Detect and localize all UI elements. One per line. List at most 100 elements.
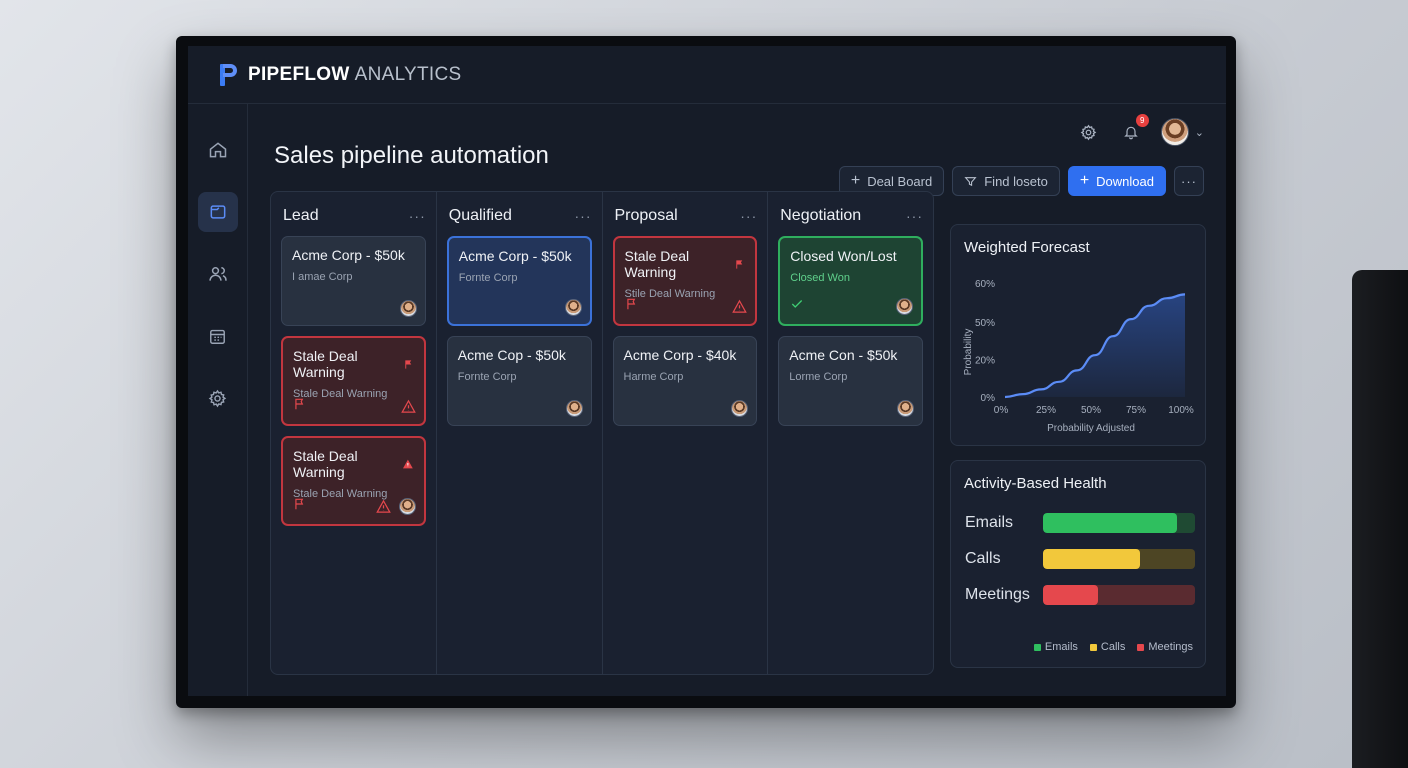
health-label: Emails — [965, 514, 1014, 531]
warning-icon — [732, 299, 748, 313]
deal-card-footer — [625, 297, 748, 316]
y-tick-label: 60% — [975, 279, 995, 290]
notification-badge: 9 — [1135, 114, 1149, 127]
deal-card[interactable]: Acme Con - $50k Lorme Corp — [778, 336, 923, 426]
deal-card-title: Stale Deal Warning — [293, 348, 358, 380]
deal-card-title: Acme Con - $50k — [789, 347, 898, 363]
sidebar-item-calendar[interactable] — [198, 316, 238, 356]
deal-card-subtitle: Stale Deal Warning — [293, 388, 388, 400]
deal-card[interactable]: Acme Corp - $50k Fornte Corp — [446, 236, 592, 326]
owner-avatar[interactable] — [398, 498, 416, 515]
background-side-panel — [1352, 270, 1408, 768]
column-header: Qualified ··· — [447, 202, 592, 230]
user-controls: 9 ⌄ — [1077, 114, 1204, 146]
deal-card-title: Stale Deal Warning — [293, 448, 358, 480]
column-title: Negotiation — [780, 207, 862, 224]
more-options-button[interactable]: ··· — [1174, 166, 1204, 196]
deal-card[interactable]: Stale Deal Warning Stale Deal Warning — [281, 436, 426, 526]
deal-card[interactable]: Stale Deal Warning Stile Deal Warning — [612, 236, 758, 326]
gear-icon — [208, 389, 227, 407]
home-icon — [209, 142, 226, 158]
deal-card-subtitle: Stale Deal Warning — [293, 488, 388, 500]
logo-icon — [218, 62, 240, 88]
gear-icon — [1080, 124, 1097, 140]
deal-board-label: Deal Board — [867, 173, 933, 189]
flag-icon — [295, 498, 304, 510]
chevron-down-icon[interactable]: ⌄ — [1194, 126, 1204, 139]
deal-card[interactable]: Stale Deal Warning Stale Deal Warning — [281, 336, 426, 426]
more-icon: ··· — [1181, 173, 1197, 189]
deal-card-header: Stale Deal Warning — [293, 348, 414, 380]
settings-button[interactable] — [1077, 120, 1101, 144]
monitor: PIPEFLOW ANALYTICS 9 ⌄ — [176, 36, 1236, 708]
owner-avatar[interactable] — [564, 299, 582, 316]
download-button[interactable]: + Download — [1067, 166, 1166, 196]
user-avatar[interactable] — [1160, 118, 1189, 146]
legend-item: Emails — [1033, 641, 1078, 653]
activity-health-panel: Activity-Based Health Emails Calls Meeting… — [950, 460, 1206, 668]
warning-icon — [402, 459, 413, 469]
column-header: Lead ··· — [281, 202, 426, 230]
find-label: Find loseto — [984, 173, 1048, 189]
y-tick-label: 20% — [975, 355, 995, 366]
forecast-title: Weighted Forecast — [964, 239, 1090, 256]
plus-icon: + — [1079, 172, 1090, 189]
owner-avatar[interactable] — [731, 400, 749, 417]
deal-card[interactable]: Acme Corp - $40k Harme Corp — [612, 336, 758, 426]
sidebar-item-home[interactable] — [198, 130, 238, 170]
deal-card-title: Stale Deal Warning — [624, 248, 690, 280]
y-tick-label: 50% — [975, 318, 995, 329]
column-negotiation: Negotiation ··· Closed Won/Lost Closed Won A… — [768, 192, 933, 674]
flag-icon — [295, 398, 304, 410]
owner-avatar[interactable] — [399, 300, 417, 317]
find-button[interactable]: Find loseto — [952, 166, 1060, 196]
folder-icon — [210, 205, 225, 219]
deal-card-title: Acme Corp - $40k — [623, 347, 737, 363]
legend-item: Meetings — [1137, 641, 1193, 653]
column-more-icon[interactable]: ··· — [408, 208, 426, 224]
owner-avatar[interactable] — [565, 400, 583, 417]
deal-card-subtitle: Harme Corp — [623, 371, 684, 383]
pipeline-board: Lead ··· Acme Corp - $50k I amae Corp Stale … — [270, 191, 934, 675]
health-label: Calls — [965, 550, 1001, 567]
y-tick-label: 0% — [981, 393, 996, 404]
legend-swatch — [1033, 643, 1041, 651]
x-tick-label: 75% — [1126, 405, 1146, 416]
owner-avatar[interactable] — [897, 400, 914, 417]
column-more-icon[interactable]: ··· — [574, 208, 592, 224]
owner-avatar[interactable] — [896, 298, 913, 315]
sidebar-item-settings[interactable] — [198, 378, 238, 418]
deal-card-footer — [293, 497, 416, 516]
deal-card[interactable]: Closed Won/Lost Closed Won — [778, 236, 923, 326]
deal-card[interactable]: Acme Corp - $50k I amae Corp — [281, 236, 426, 326]
column-more-icon[interactable]: ··· — [906, 208, 923, 224]
app-screen: PIPEFLOW ANALYTICS 9 ⌄ — [188, 46, 1226, 696]
deal-card[interactable]: Acme Cop - $50k Fornte Corp — [446, 336, 592, 426]
deal-card-subtitle: Lorme Corp — [789, 371, 848, 383]
legend-item: Calls — [1089, 641, 1126, 653]
deal-card-footer — [790, 297, 913, 316]
x-tick-label: 50% — [1081, 405, 1101, 416]
column-title: Qualified — [448, 207, 512, 224]
forecast-area — [1005, 294, 1185, 397]
deal-card-header: Stale Deal Warning — [293, 448, 414, 480]
deal-card-title: Acme Cop - $50k — [457, 347, 566, 363]
plus-icon: + — [850, 172, 861, 189]
sidebar-item-files[interactable] — [197, 192, 238, 232]
column-header: Negotiation ··· — [778, 202, 923, 230]
deal-card-header: Acme Corp - $40k — [624, 347, 747, 363]
deal-card-subtitle: I amae Corp — [292, 271, 353, 283]
health-bar-fill — [1043, 585, 1098, 605]
x-tick-label: 25% — [1036, 405, 1056, 416]
sidebar-item-users[interactable] — [198, 254, 238, 294]
bell-icon — [1123, 126, 1138, 140]
warning-icon — [375, 499, 391, 513]
forecast-chart: 60% 50% 20% 0%0% 25% 50% 75% 100% Probability Ad… — [963, 279, 1194, 434]
legend-label: Calls — [1100, 641, 1126, 653]
column-more-icon[interactable]: ··· — [740, 208, 758, 224]
health-title: Activity-Based Health — [964, 475, 1107, 492]
brand-name[interactable]: PIPEFLOW ANALYTICS — [248, 64, 462, 86]
x-axis-label: Probability Adjusted — [1047, 423, 1135, 434]
health-row-meetings: Meetings — [965, 585, 1195, 605]
notifications-button[interactable]: 9 — [1119, 114, 1149, 144]
